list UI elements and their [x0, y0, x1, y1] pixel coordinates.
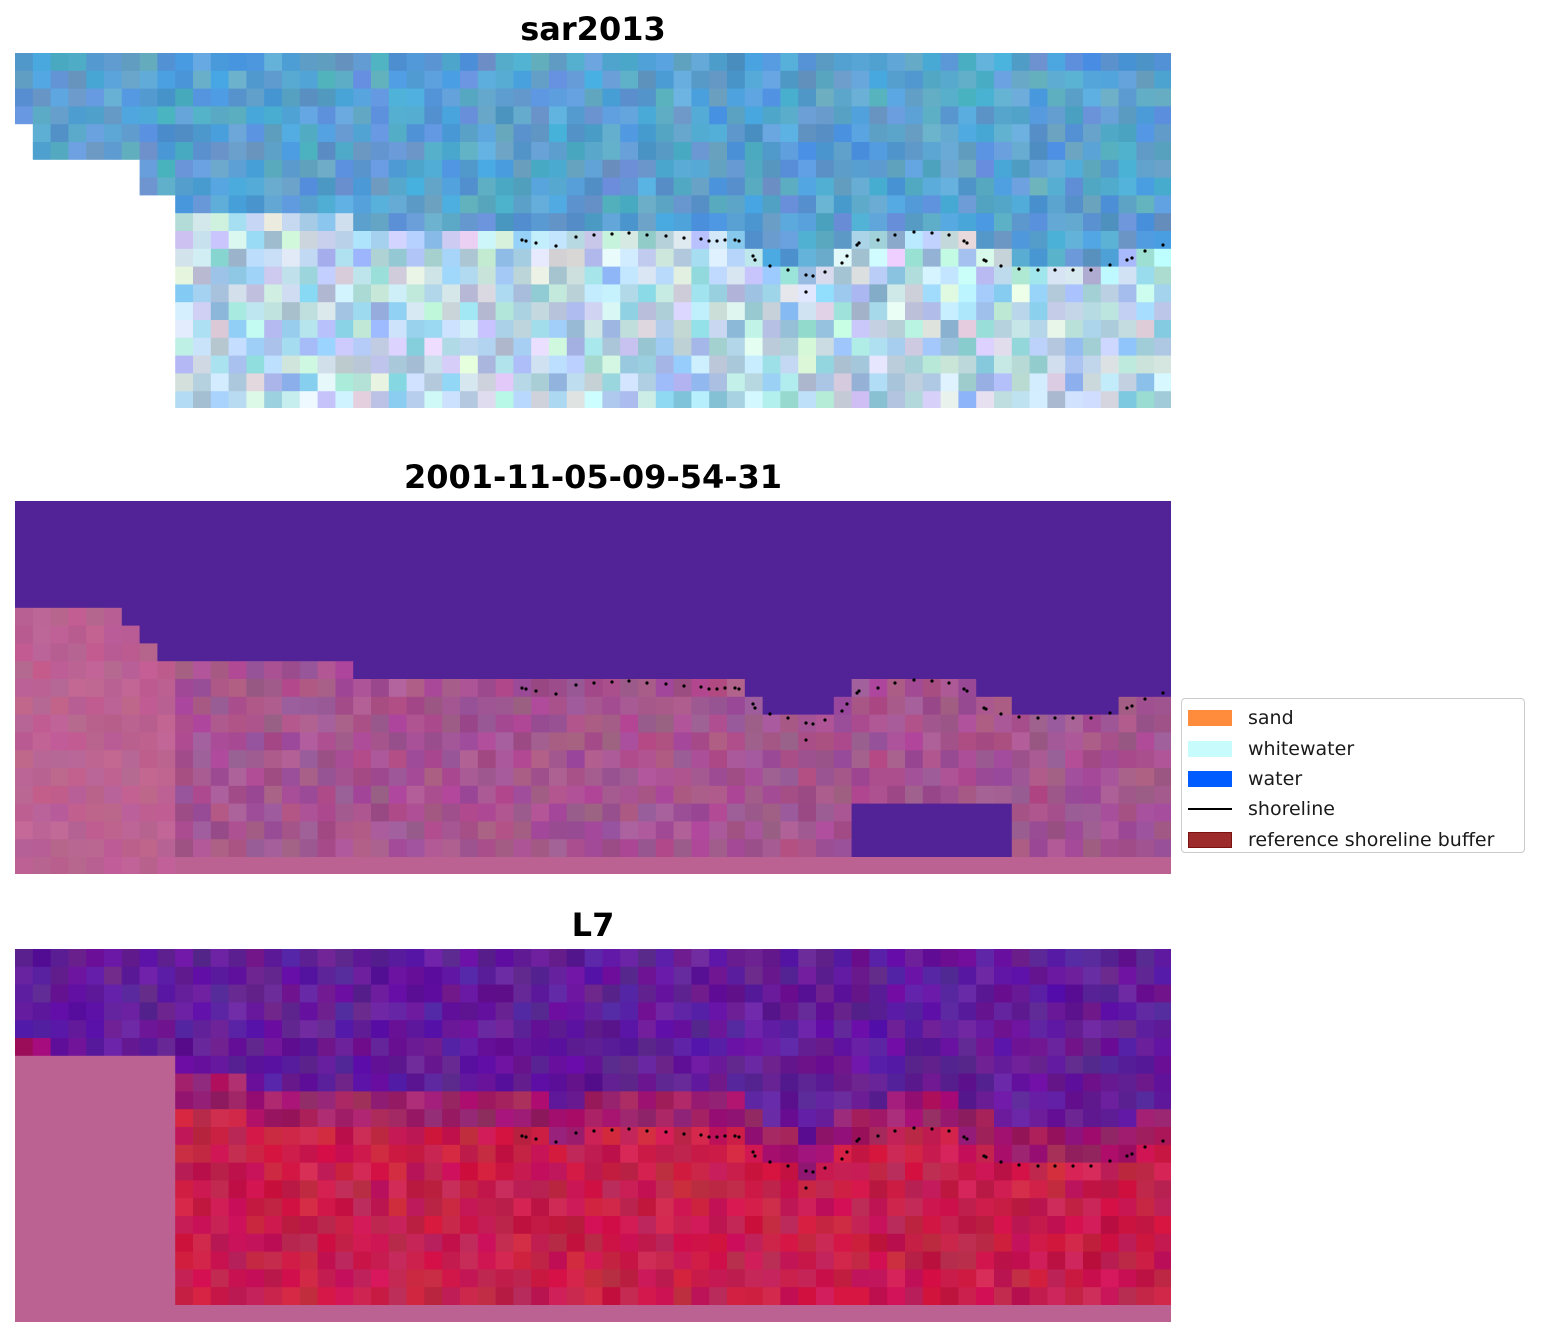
legend-item-reference-buffer: reference shoreline buffer — [1188, 825, 1518, 855]
legend-item-sand: sand — [1188, 703, 1518, 733]
shoreline-dots — [520, 678, 1165, 742]
image-panel-sar2013 — [15, 53, 1171, 408]
image-panel-classified — [15, 501, 1171, 874]
legend-swatch-shoreline — [1188, 808, 1232, 811]
panel-title-sar2013: sar2013 — [520, 10, 666, 48]
legend-item-water: water — [1188, 764, 1518, 794]
panel-title-classified: 2001-11-05-09-54-31 — [403, 458, 783, 496]
legend-swatch-reference-buffer — [1188, 831, 1232, 848]
legend-label: reference shoreline buffer — [1248, 828, 1495, 851]
image-panel-l7 — [15, 949, 1171, 1322]
legend-item-shoreline: shoreline — [1188, 794, 1518, 824]
legend-item-whitewater: whitewater — [1188, 733, 1518, 763]
legend-swatch-whitewater — [1188, 740, 1232, 757]
legend-label: shoreline — [1248, 798, 1335, 821]
legend: sand whitewater water shoreline referenc… — [1181, 698, 1525, 853]
index-raster — [15, 949, 1171, 1322]
rgb-raster — [15, 53, 1171, 408]
classified-raster — [15, 501, 1171, 874]
panel-title-l7: L7 — [571, 906, 615, 944]
legend-label: water — [1248, 767, 1303, 790]
legend-label: sand — [1248, 707, 1294, 730]
legend-label: whitewater — [1248, 737, 1355, 760]
legend-swatch-sand — [1188, 710, 1232, 727]
shoreline-dots — [520, 230, 1165, 294]
shoreline-dots — [520, 1126, 1165, 1190]
legend-swatch-water — [1188, 770, 1232, 787]
